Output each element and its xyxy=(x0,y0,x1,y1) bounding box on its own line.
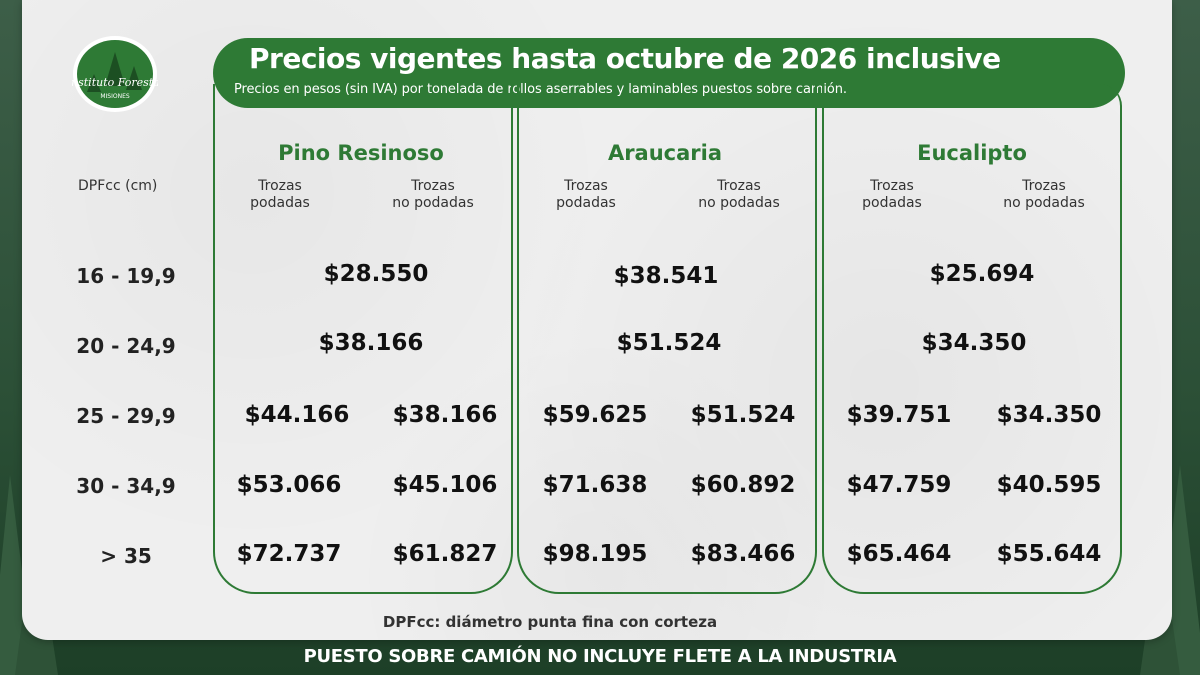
row-label: > 35 xyxy=(100,544,152,568)
price-cell: $72.737 xyxy=(236,541,342,567)
price-cell: $59.625 xyxy=(542,402,648,428)
price-cell: $51.524 xyxy=(690,402,796,428)
column-box-araucaria xyxy=(517,84,817,594)
page-title: Precios vigentes hasta octubre de 2026 i… xyxy=(249,42,1001,75)
svg-text:MISIONES: MISIONES xyxy=(100,93,130,100)
row-label: 25 - 29,9 xyxy=(76,404,176,428)
price-cell: $83.466 xyxy=(690,541,796,567)
bottom-banner: PUESTO SOBRE CAMIÓN NO INCLUYE FLETE A L… xyxy=(303,646,897,667)
price-cell: $47.759 xyxy=(846,472,952,498)
price-cell: $38.541 xyxy=(613,263,719,289)
species-header-eucalipto: Eucalipto xyxy=(917,141,1027,165)
price-cell: $44.166 xyxy=(244,402,350,428)
instituto-forestal-logo: Instituto Forestal MISIONES xyxy=(72,36,158,112)
subhead-eucalipto-no-podadas: Trozas no podadas xyxy=(1003,178,1085,211)
price-cell: $98.195 xyxy=(542,541,648,567)
column-box-pino xyxy=(213,84,513,594)
column-box-eucalipto xyxy=(822,84,1122,594)
price-cell: $25.694 xyxy=(929,261,1035,287)
price-cell: $53.066 xyxy=(236,472,342,498)
price-cell: $34.350 xyxy=(921,330,1027,356)
price-cell: $34.350 xyxy=(996,402,1102,428)
subhead-araucaria-podadas: Trozas podadas xyxy=(556,178,616,211)
species-header-pino: Pino Resinoso xyxy=(278,141,444,165)
subhead-eucalipto-podadas: Trozas podadas xyxy=(862,178,922,211)
svg-text:Instituto Forestal: Instituto Forestal xyxy=(72,76,158,89)
row-label: 20 - 24,9 xyxy=(76,334,176,358)
price-cell: $28.550 xyxy=(323,261,429,287)
subhead-pino-no-podadas: Trozas no podadas xyxy=(392,178,474,211)
price-cell: $61.827 xyxy=(392,541,498,567)
price-cell: $51.524 xyxy=(616,330,722,356)
subhead-araucaria-no-podadas: Trozas no podadas xyxy=(698,178,780,211)
subhead-pino-podadas: Trozas podadas xyxy=(250,178,310,211)
price-cell: $55.644 xyxy=(996,541,1102,567)
price-cell: $71.638 xyxy=(542,472,648,498)
footnote: DPFcc: diámetro punta fina con corteza xyxy=(382,613,718,631)
dpf-column-header: DPFcc (cm) xyxy=(78,178,158,194)
header-banner xyxy=(213,38,1125,108)
price-cell: $38.166 xyxy=(318,330,424,356)
price-cell: $39.751 xyxy=(846,402,952,428)
price-cell: $38.166 xyxy=(392,402,498,428)
price-cell: $45.106 xyxy=(392,472,498,498)
species-header-araucaria: Araucaria xyxy=(607,141,723,165)
price-cell: $65.464 xyxy=(846,541,952,567)
row-label: 16 - 19,9 xyxy=(76,264,176,288)
row-label: 30 - 34,9 xyxy=(76,474,176,498)
price-cell: $40.595 xyxy=(996,472,1102,498)
price-cell: $60.892 xyxy=(690,472,796,498)
